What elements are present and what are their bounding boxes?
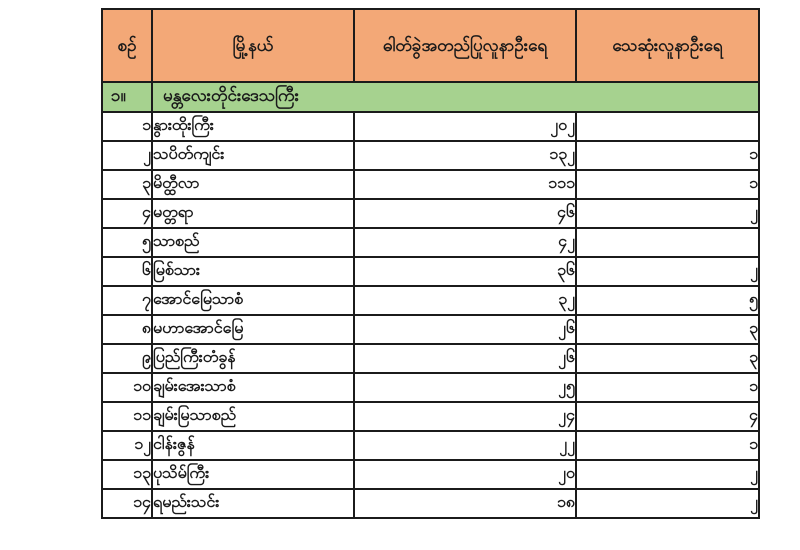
table-row: ၈ မဟာအောင်မြေ ၂၆ ၃: [101, 314, 760, 345]
table-row: ၁၃ ပုသိမ်ကြီး ၂၀ ၂: [101, 459, 760, 490]
table-row: ၅ သာစည် ၄၂: [101, 227, 760, 258]
table-row: ၄ မတ္တရာ ၄၆ ၂: [101, 198, 760, 229]
cell-serial: ၇: [101, 285, 153, 316]
cell-township: မြစ်သား: [151, 256, 355, 287]
cell-confirmed: ၂၅: [353, 372, 577, 403]
table-row: ၆ မြစ်သား ၃၆ ၂: [101, 256, 760, 287]
cell-serial: ၁၂: [101, 430, 153, 461]
table-row: ၉ ပြည်ကြီးတံခွန် ၂၆ ၃: [101, 343, 760, 374]
cell-deaths: [575, 227, 760, 258]
header-row: စဉ် မြို့နယ် ဓါတ်ခွဲအတည်ပြုလူနာဦးရေ သေဆု…: [101, 8, 760, 83]
cell-serial: ၁: [101, 111, 153, 142]
header-confirmed: ဓါတ်ခွဲအတည်ပြုလူနာဦးရေ: [353, 8, 577, 83]
table-row: ၁၀ ချမ်းအေးသာစံ ၂၅ ၁: [101, 372, 760, 403]
cell-serial: ၆: [101, 256, 153, 287]
table-row: ၁၂ ငါန်းဇွန် ၂၂ ၁: [101, 430, 760, 461]
cell-serial: ၁၃: [101, 459, 153, 490]
table-row: ၁ နွားထိုးကြီး ၂၀၂: [101, 111, 760, 142]
cell-township: သပိတ်ကျင်း: [151, 140, 355, 171]
cell-confirmed: ၁၃၂: [353, 140, 577, 171]
cell-deaths: ၁: [575, 372, 760, 403]
cell-township: သာစည်: [151, 227, 355, 258]
table-row: ၂ သပိတ်ကျင်း ၁၃၂ ၁: [101, 140, 760, 171]
cell-confirmed: ၂၆: [353, 314, 577, 345]
region-section-title: မန္တလေးတိုင်းဒေသကြီး: [151, 81, 760, 113]
cell-serial: ၁၁: [101, 401, 153, 432]
cell-confirmed: ၁၁၁: [353, 169, 577, 200]
cell-deaths: ၂: [575, 488, 760, 519]
cell-township: ရမည်းသင်း: [151, 488, 355, 519]
cell-township: ငါန်းဇွန်: [151, 430, 355, 461]
table-row: ၁၄ ရမည်းသင်း ၁၈ ၂: [101, 488, 760, 519]
cell-township: ချမ်းအေးသာစံ: [151, 372, 355, 403]
cell-serial: ၉: [101, 343, 153, 374]
cell-deaths: ၃: [575, 314, 760, 345]
covid-township-table: စဉ် မြို့နယ် ဓါတ်ခွဲအတည်ပြုလူနာဦးရေ သေဆု…: [101, 8, 760, 519]
cell-deaths: ၅: [575, 285, 760, 316]
cell-township: ချမ်းမြသာစည်: [151, 401, 355, 432]
cell-confirmed: ၂၂: [353, 430, 577, 461]
region-section-row: ၁။ မန္တလေးတိုင်းဒေသကြီး: [101, 81, 760, 113]
cell-deaths: [575, 111, 760, 142]
cell-township: ပြည်ကြီးတံခွန်: [151, 343, 355, 374]
header-serial: စဉ်: [101, 8, 153, 83]
table-row: ၇ အောင်မြေသာစံ ၃၂ ၅: [101, 285, 760, 316]
cell-confirmed: ၂၀၂: [353, 111, 577, 142]
table-body: ၁။ မန္တလေးတိုင်းဒေသကြီး ၁ နွားထိုးကြီး ၂…: [101, 81, 760, 519]
header-township: မြို့နယ်: [151, 8, 355, 83]
cell-confirmed: ၂၆: [353, 343, 577, 374]
cell-deaths: ၁: [575, 169, 760, 200]
cell-confirmed: ၄၂: [353, 227, 577, 258]
cell-serial: ၈: [101, 314, 153, 345]
table-row: ၃ မိတ္ထီလာ ၁၁၁ ၁: [101, 169, 760, 200]
cell-deaths: ၁: [575, 140, 760, 171]
cell-township: နွားထိုးကြီး: [151, 111, 355, 142]
cell-serial: ၁၀: [101, 372, 153, 403]
cell-deaths: ၃: [575, 343, 760, 374]
cell-township: မိတ္ထီလာ: [151, 169, 355, 200]
cell-serial: ၄: [101, 198, 153, 229]
header-deaths: သေဆုံးလူနာဦးရေ: [575, 8, 760, 83]
cell-confirmed: ၄၆: [353, 198, 577, 229]
cell-confirmed: ၁၈: [353, 488, 577, 519]
cell-deaths: ၂: [575, 459, 760, 490]
cell-deaths: ၂: [575, 256, 760, 287]
cell-deaths: ၄: [575, 401, 760, 432]
region-section-serial: ၁။: [101, 81, 153, 113]
cell-serial: ၃: [101, 169, 153, 200]
table-row: ၁၁ ချမ်းမြသာစည် ၂၄ ၄: [101, 401, 760, 432]
cell-deaths: ၁: [575, 430, 760, 461]
cell-township: မဟာအောင်မြေ: [151, 314, 355, 345]
cell-confirmed: ၃၆: [353, 256, 577, 287]
cell-confirmed: ၂၀: [353, 459, 577, 490]
cell-serial: ၁၄: [101, 488, 153, 519]
cell-township: ပုသိမ်ကြီး: [151, 459, 355, 490]
cell-township: အောင်မြေသာစံ: [151, 285, 355, 316]
cell-township: မတ္တရာ: [151, 198, 355, 229]
cell-confirmed: ၃၂: [353, 285, 577, 316]
cell-serial: ၂: [101, 140, 153, 171]
cell-serial: ၅: [101, 227, 153, 258]
table-header: စဉ် မြို့နယ် ဓါတ်ခွဲအတည်ပြုလူနာဦးရေ သေဆု…: [101, 8, 760, 83]
cell-deaths: ၂: [575, 198, 760, 229]
cell-confirmed: ၂၄: [353, 401, 577, 432]
